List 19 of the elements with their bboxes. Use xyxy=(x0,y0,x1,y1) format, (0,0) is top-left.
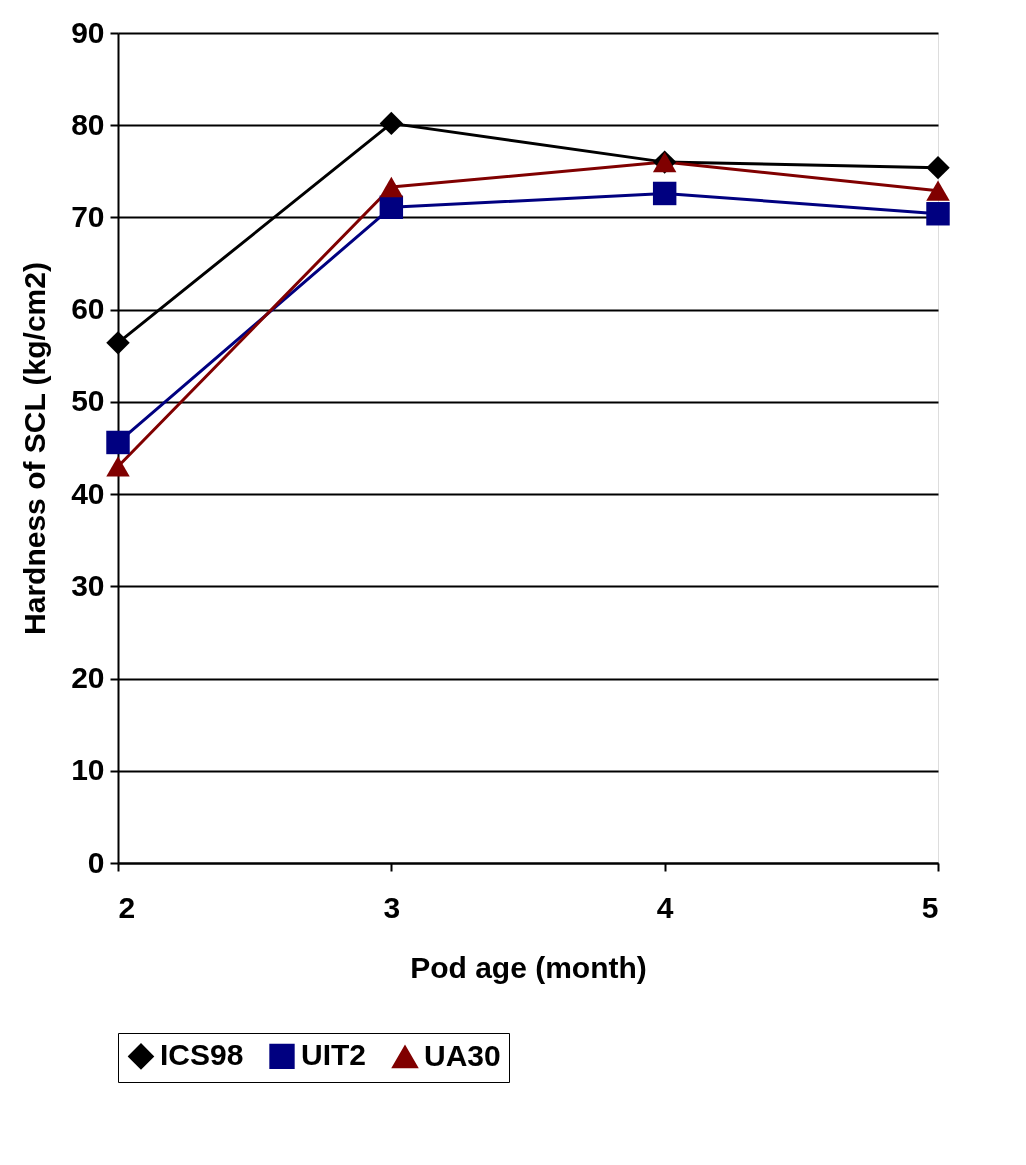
y-tick-label: 20 xyxy=(71,661,105,695)
y-tick-label: 80 xyxy=(71,107,105,141)
legend-label: UA30 xyxy=(424,1039,501,1073)
y-tick-label: 30 xyxy=(71,568,105,602)
y-tick-label: 40 xyxy=(71,476,105,510)
x-tick-label: 5 xyxy=(921,890,939,924)
legend-label: UIT2 xyxy=(301,1038,367,1072)
legend-label: ICS98 xyxy=(160,1038,244,1072)
y-axis-title: Hardness of SCL (kg/cm2) xyxy=(18,262,52,635)
y-tick-label: 10 xyxy=(71,753,105,787)
y-tick-label: 50 xyxy=(71,384,105,418)
y-tick-label: 0 xyxy=(87,845,105,879)
x-tick-label: 3 xyxy=(383,890,401,924)
y-tick-label: 70 xyxy=(71,199,105,233)
x-tick-label: 4 xyxy=(656,890,674,924)
x-tick-label: 2 xyxy=(118,890,136,924)
y-tick-label: 60 xyxy=(71,292,105,326)
x-axis-title: Pod age (month) xyxy=(410,950,647,984)
y-tick-label: 90 xyxy=(71,15,105,49)
